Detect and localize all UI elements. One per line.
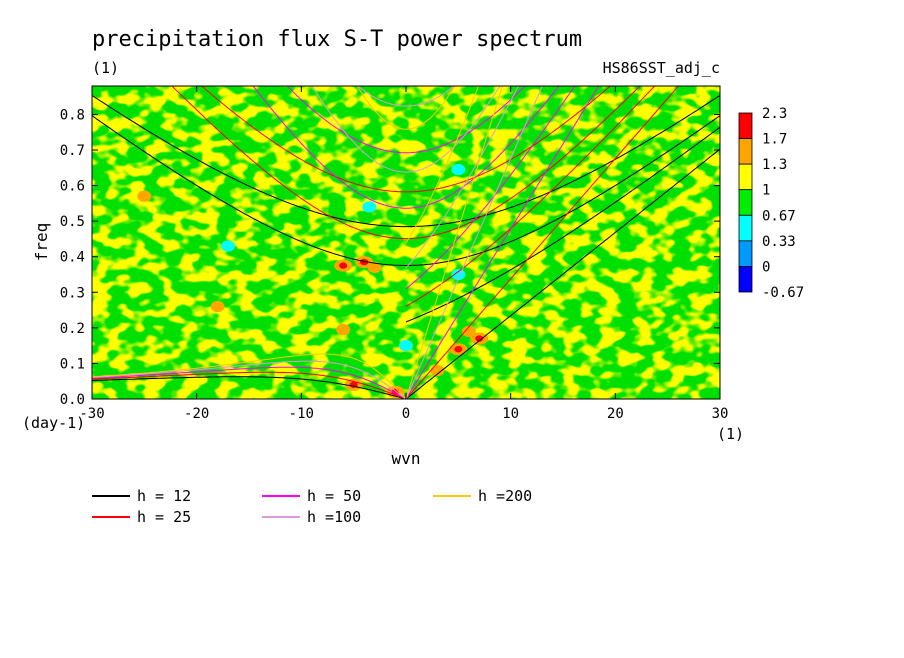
kelvin-curve-h200 — [405, 86, 503, 399]
y-tick-label: 0.6 — [60, 179, 85, 195]
colorbar-swatch — [738, 163, 753, 191]
y-axis-label: freq — [32, 223, 51, 262]
ig1-curve-h12 — [92, 115, 720, 266]
spectral-peak-high — [210, 300, 225, 313]
legend-label-h100: h =100 — [307, 508, 361, 526]
colorbar-label: -0.67 — [762, 285, 804, 301]
chart-subtitle-right: HS86SST_adj_c — [603, 59, 720, 77]
spectral-peak-low — [399, 340, 413, 352]
colorbar-label: 1.7 — [762, 132, 787, 148]
x-tick-label: -10 — [289, 406, 314, 422]
spectral-peak-peak — [475, 335, 484, 342]
y-tick-label: 0.4 — [60, 250, 85, 266]
kelvin-curve-h100 — [405, 86, 543, 399]
x-axis-label: wvn — [392, 449, 421, 468]
x-tick-label: -20 — [184, 406, 209, 422]
colorbar-label: 0 — [762, 259, 770, 275]
x-axis: -30 -20 -10 0 10 20 30 — [79, 86, 728, 422]
y-tick-label: 0.0 — [60, 392, 85, 408]
colorbar-swatch — [738, 189, 753, 216]
ig1-curve-h25 — [171, 86, 641, 240]
ig1-curve-h200 — [356, 86, 456, 130]
x-tick-label: 0 — [402, 406, 410, 422]
legend-label-h12: h = 12 — [137, 487, 191, 505]
colorbar-swatch — [738, 240, 753, 267]
rossby-curve-h12 — [92, 376, 407, 399]
y-tick-label: 0.8 — [60, 107, 85, 123]
spectral-peak-high — [367, 261, 382, 273]
plot-area: -30 -20 -10 0 10 20 30 0.00.10.20.30.40.50.60.… — [60, 85, 728, 422]
y-tick-label: 0.7 — [60, 143, 85, 159]
dispersion-curves — [92, 86, 720, 399]
colorbar-label: 2.3 — [762, 106, 787, 122]
colorbar-swatch — [738, 214, 753, 242]
y-tick-label: 0.5 — [60, 214, 85, 230]
mrg-curve-h25 — [405, 86, 656, 307]
mrg-curve-h200 — [405, 86, 480, 244]
spectral-peak-low — [362, 201, 377, 213]
kelvin-curve-h25 — [405, 86, 680, 399]
spectral-peak-high — [461, 325, 476, 338]
mrg-curve-h50 — [405, 86, 576, 290]
x-tick-label: 10 — [502, 406, 519, 422]
spectral-peak-high — [137, 190, 152, 202]
y-tick-label: 0.3 — [60, 285, 85, 301]
rossby-curve-h50 — [92, 366, 407, 399]
colorbar-label: 0.67 — [762, 208, 796, 224]
y-tick-label: 0.1 — [60, 356, 85, 372]
chart-title: precipitation flux S-T power spectrum — [92, 27, 582, 52]
legend-label-h50: h = 50 — [307, 487, 361, 505]
spectral-peak-low — [451, 163, 466, 176]
ig2-curve-h25 — [200, 86, 612, 193]
ig2-curve-h50 — [286, 86, 526, 154]
colorbar-swatch — [738, 112, 753, 139]
spectral-peak-high — [430, 364, 445, 377]
legend-label-h200: h =200 — [478, 487, 532, 505]
chart-subtitle-left: (1) — [92, 59, 119, 77]
legend-label-h25: h = 25 — [137, 508, 191, 526]
mrg-curve-h12 — [405, 126, 720, 323]
ig2-curve-h100 — [357, 86, 455, 107]
colorbar-label: 1.3 — [762, 157, 787, 173]
kelvin-curve-h12 — [405, 148, 720, 399]
colorbar-label: 0.33 — [762, 234, 796, 250]
rossby-curve-h200 — [92, 353, 407, 399]
rossby-curve-h25 — [92, 371, 407, 399]
spectral-peak-peak — [339, 262, 348, 269]
spectral-peak-peak — [360, 258, 369, 266]
y-axis-unit: (day-1) — [22, 414, 85, 432]
x-axis-unit: (1) — [717, 425, 744, 443]
rossby-curve-h100 — [92, 360, 407, 399]
colorbar: 2.3 1.7 1.3 1 0.67 0.33 0 -0.67 — [738, 106, 804, 301]
x-tick-label: 30 — [712, 406, 729, 422]
x-tick-label: 20 — [607, 406, 624, 422]
spectral-peak-peak — [454, 346, 463, 353]
y-tick-label: 0.2 — [60, 321, 85, 337]
spectral-peak-high — [336, 324, 351, 336]
y-axis: 0.0 0.1 0.2 0.3 0.4 0.5 0.6 0.7 0.8 — [60, 107, 720, 408]
ig1-curve-h50 — [252, 86, 560, 209]
mrg-curve-h100 — [405, 86, 519, 269]
kelvin-curve-h50 — [405, 86, 600, 399]
colorbar-swatch — [738, 138, 753, 165]
ig1-curve-h100 — [311, 86, 501, 173]
curve-legend: h = 12 h = 25 h = 50 h =100 h =200 — [92, 487, 532, 526]
colorbar-label: 1 — [762, 183, 770, 199]
colorbar-swatch — [738, 266, 753, 293]
x-tick-label: -30 — [79, 406, 104, 422]
spectral-peak-low — [221, 240, 236, 252]
